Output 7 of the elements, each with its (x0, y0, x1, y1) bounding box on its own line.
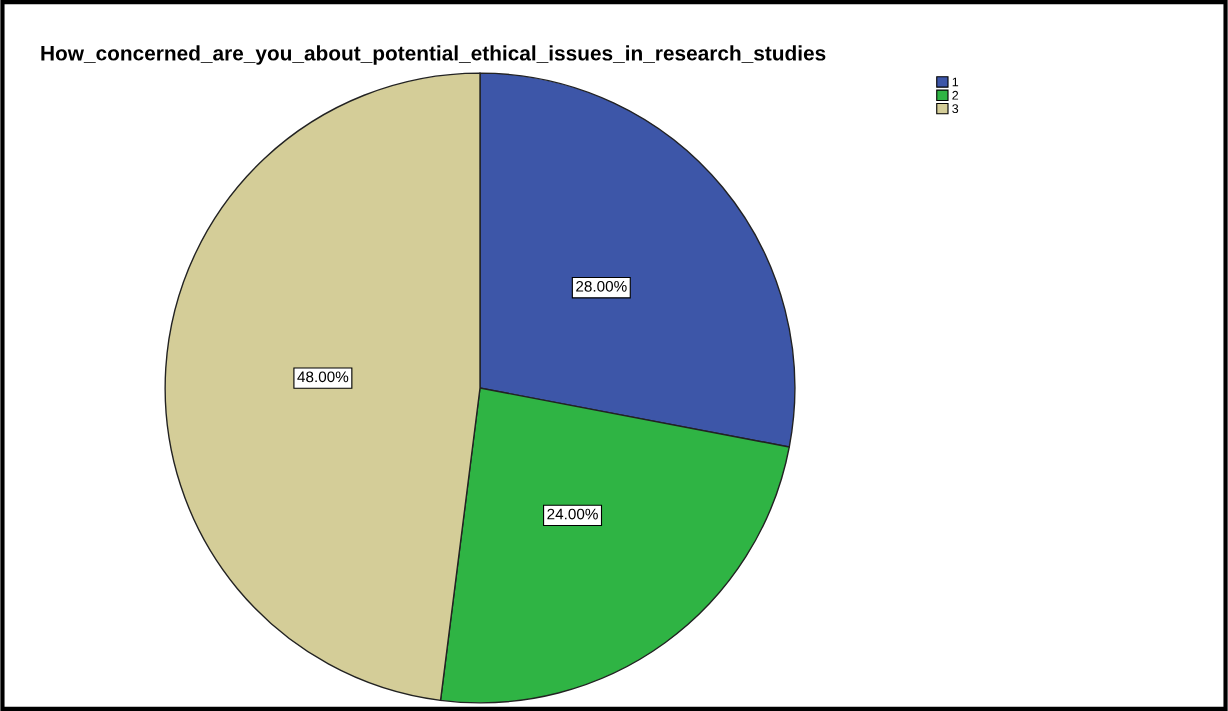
data-label: 28.00% (576, 280, 627, 292)
data-label: 48.00% (297, 371, 349, 383)
legend-label: 1 (952, 77, 959, 87)
chart-title: How_concerned_are_you_about_potential_ethical_issues_in_research_studies (41, 45, 826, 65)
legend-label: 2 (952, 90, 959, 100)
data-label: 24.00% (547, 508, 598, 520)
legend-label: 3 (952, 104, 959, 114)
